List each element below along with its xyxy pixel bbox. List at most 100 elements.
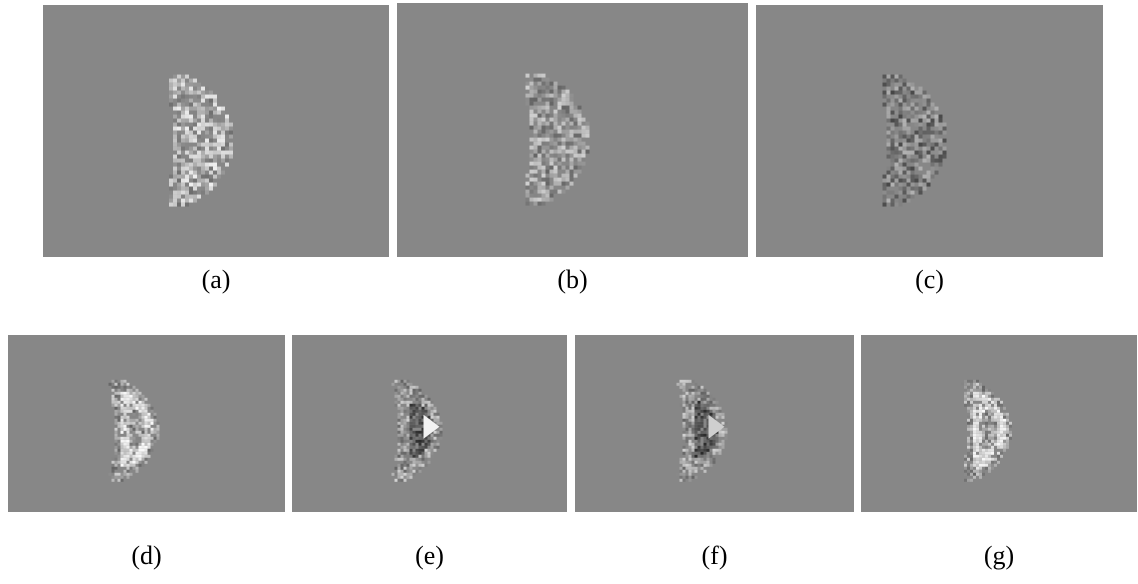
noise-pixel bbox=[695, 392, 698, 395]
noise-pixel bbox=[562, 98, 566, 102]
noise-pixel bbox=[177, 83, 181, 87]
noise-pixel bbox=[907, 91, 911, 95]
noise-pixel bbox=[139, 410, 142, 413]
noise-pixel bbox=[148, 455, 151, 458]
noise-pixel bbox=[139, 401, 142, 404]
noise-pixel bbox=[919, 187, 923, 191]
noise-pixel bbox=[209, 163, 213, 167]
noise-pixel bbox=[542, 106, 546, 110]
noise-pixel bbox=[923, 107, 927, 111]
noise-pixel bbox=[692, 443, 695, 446]
noise-pixel bbox=[991, 413, 994, 416]
noise-pixel bbox=[915, 119, 919, 123]
noise-pixel bbox=[124, 392, 127, 395]
noise-pixel bbox=[967, 383, 970, 386]
noise-pixel bbox=[895, 167, 899, 171]
noise-pixel bbox=[209, 143, 213, 147]
noise-pixel bbox=[692, 398, 695, 401]
noise-pixel bbox=[680, 467, 683, 470]
noise-pixel bbox=[115, 386, 118, 389]
noise-pixel bbox=[698, 428, 701, 431]
noise-pixel bbox=[570, 134, 574, 138]
noise-pixel bbox=[425, 410, 428, 413]
noise-pixel bbox=[193, 159, 197, 163]
noise-pixel bbox=[899, 75, 903, 79]
noise-pixel bbox=[903, 139, 907, 143]
noise-pixel bbox=[991, 449, 994, 452]
noise-pixel bbox=[130, 446, 133, 449]
noise-pixel bbox=[883, 87, 887, 91]
noise-pixel bbox=[982, 392, 985, 395]
noise-pixel bbox=[683, 470, 686, 473]
noise-pixel bbox=[177, 103, 181, 107]
noise-pixel bbox=[976, 455, 979, 458]
noise-pixel bbox=[695, 449, 698, 452]
noise-pixel bbox=[193, 103, 197, 107]
noise-pixel bbox=[701, 392, 704, 395]
noise-pixel bbox=[413, 452, 416, 455]
noise-pixel bbox=[181, 135, 185, 139]
noise-pixel bbox=[431, 401, 434, 404]
noise-pixel bbox=[903, 143, 907, 147]
noise-pixel bbox=[931, 115, 935, 119]
noise-pixel bbox=[542, 202, 546, 206]
noise-pixel bbox=[911, 99, 915, 103]
noise-pixel bbox=[410, 434, 413, 437]
noise-pixel bbox=[1006, 425, 1009, 428]
noise-pixel bbox=[148, 440, 151, 443]
noise-pixel bbox=[570, 178, 574, 182]
noise-pixel bbox=[973, 398, 976, 401]
noise-pixel bbox=[923, 135, 927, 139]
noise-pixel bbox=[173, 79, 177, 83]
noise-pixel bbox=[142, 452, 145, 455]
noise-pixel bbox=[209, 135, 213, 139]
noise-pixel bbox=[997, 455, 1000, 458]
image-panel bbox=[8, 335, 285, 512]
noise-pixel bbox=[973, 395, 976, 398]
noise-pixel bbox=[701, 398, 704, 401]
noise-pixel bbox=[419, 389, 422, 392]
noise-pixel bbox=[550, 118, 554, 122]
noise-pixel bbox=[209, 183, 213, 187]
noise-pixel bbox=[988, 443, 991, 446]
noise-pixel bbox=[136, 446, 139, 449]
noise-pixel bbox=[534, 126, 538, 130]
noise-pixel bbox=[919, 171, 923, 175]
noise-pixel bbox=[419, 419, 422, 422]
noise-pixel bbox=[558, 130, 562, 134]
noise-pixel bbox=[710, 464, 713, 467]
noise-pixel bbox=[704, 434, 707, 437]
noise-pixel bbox=[923, 155, 927, 159]
noise-pixel bbox=[538, 90, 542, 94]
noise-pixel bbox=[413, 395, 416, 398]
noise-pixel bbox=[434, 431, 437, 434]
noise-pixel bbox=[526, 190, 530, 194]
noise-pixel bbox=[689, 422, 692, 425]
noise-pixel bbox=[434, 437, 437, 440]
noise-pixel bbox=[209, 107, 213, 111]
image-panel bbox=[397, 3, 748, 257]
noise-pixel bbox=[566, 174, 570, 178]
noise-pixel bbox=[899, 127, 903, 131]
noise-pixel bbox=[169, 99, 173, 103]
noise-pixel bbox=[899, 143, 903, 147]
noise-pixel bbox=[997, 446, 1000, 449]
noise-pixel bbox=[169, 187, 173, 191]
noise-pixel bbox=[205, 175, 209, 179]
noise-pixel bbox=[437, 443, 440, 446]
noise-pixel bbox=[221, 143, 225, 147]
noise-pixel bbox=[911, 103, 915, 107]
noise-pixel bbox=[967, 446, 970, 449]
noise-pixel bbox=[931, 159, 935, 163]
noise-pixel bbox=[935, 143, 939, 147]
noise-pixel bbox=[979, 398, 982, 401]
noise-pixel bbox=[935, 115, 939, 119]
noise-pixel bbox=[407, 473, 410, 476]
noise-pixel bbox=[931, 147, 935, 151]
noise-pixel bbox=[911, 195, 915, 199]
noise-pixel bbox=[201, 123, 205, 127]
noise-pixel bbox=[931, 135, 935, 139]
noise-pixel bbox=[413, 443, 416, 446]
noise-pixel bbox=[127, 386, 130, 389]
noise-pixel bbox=[964, 464, 967, 467]
